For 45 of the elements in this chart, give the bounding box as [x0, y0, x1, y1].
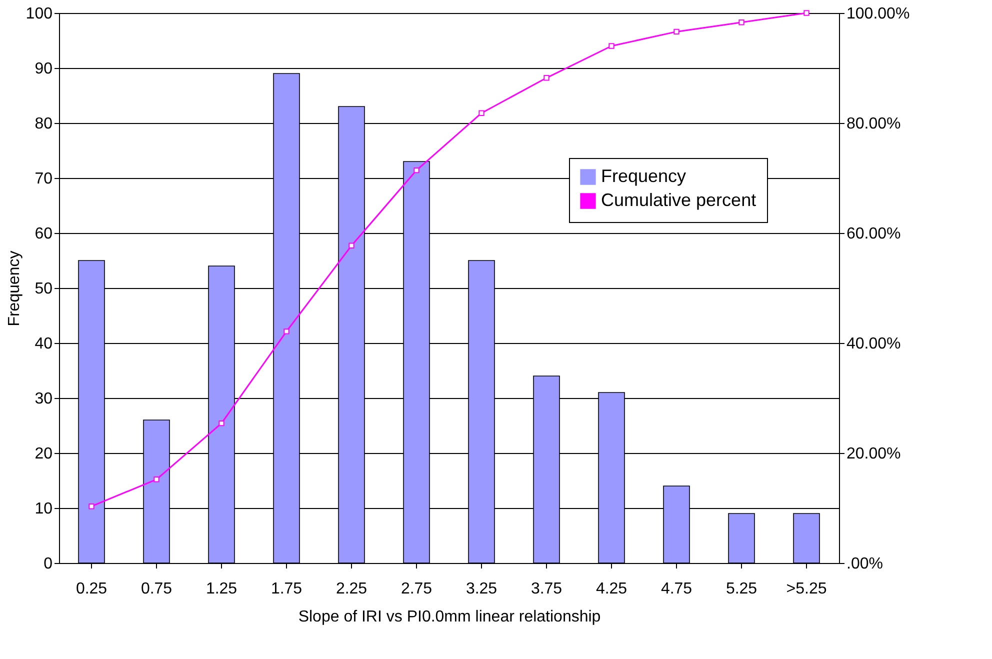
y2-tick-label: 40.00% — [846, 336, 901, 352]
y-tick-label: 100 — [26, 6, 53, 22]
point — [284, 328, 290, 334]
y2-tick-label: 100.00% — [846, 6, 910, 22]
x-tick-label: 5.25 — [726, 580, 758, 598]
x-tick-label: 1.75 — [270, 580, 302, 598]
legend-label: Frequency — [601, 166, 686, 186]
point — [478, 110, 484, 116]
y2-tick-label: 60.00% — [846, 226, 901, 242]
x-axis-title: Slope of IRI vs PI0.0mm linear relationship — [298, 608, 601, 626]
x-tick-label: 2.75 — [400, 580, 432, 598]
y-axis-title: Frequency — [6, 250, 23, 326]
x-tick-label: 0.75 — [140, 580, 172, 598]
point — [154, 476, 160, 482]
x-tick-label: >5.25 — [786, 580, 827, 598]
x-tick-label: 3.25 — [466, 580, 498, 598]
point — [738, 20, 744, 26]
y-tick-label: 20 — [34, 446, 53, 462]
y-tick-label: 10 — [34, 500, 53, 518]
x-tick-label: 1.25 — [206, 580, 238, 598]
point — [674, 28, 680, 35]
y-tick-label: 90 — [34, 60, 53, 78]
x-tick-label: 4.25 — [596, 580, 628, 598]
x-tick-label: 0.25 — [76, 580, 108, 598]
x-tick-label: 2.25 — [336, 580, 368, 598]
y-tick-label: 0 — [44, 556, 53, 572]
point — [218, 420, 224, 426]
y-tick-label: 70 — [34, 170, 53, 188]
point — [88, 504, 94, 510]
x-tick-label: 4.75 — [660, 580, 692, 598]
y-tick-label: 60 — [34, 226, 53, 242]
point — [804, 10, 810, 16]
legend-label: Cumulative percent — [601, 190, 756, 210]
point — [544, 75, 550, 81]
x-tick-label: 3.75 — [530, 580, 562, 598]
point — [348, 242, 354, 248]
y-tick-label: 50 — [34, 280, 53, 298]
y-tick-label: 40 — [34, 336, 53, 352]
y2-tick-label: 20.00% — [846, 446, 901, 462]
point — [608, 43, 614, 49]
y2-tick-label: .00% — [846, 556, 883, 572]
y2-tick-label: 80.00% — [846, 116, 901, 132]
point — [414, 167, 420, 174]
y-tick-label: 30 — [34, 390, 53, 408]
y-tick-label: 80 — [34, 116, 53, 132]
